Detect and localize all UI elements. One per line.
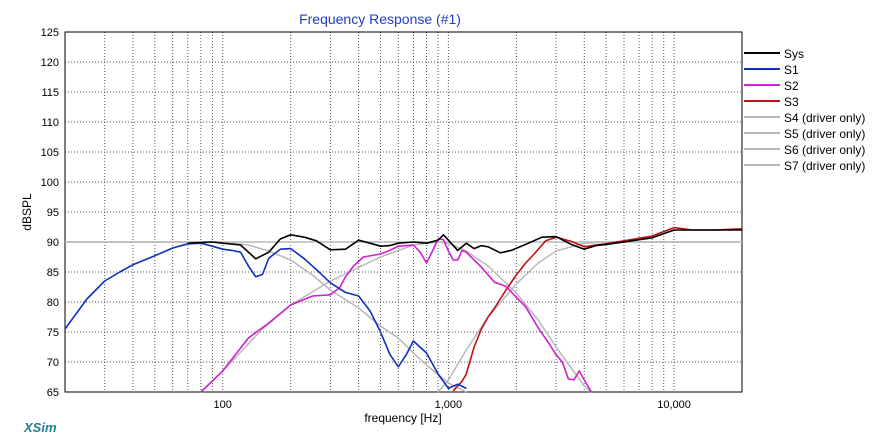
x-axis-ticks: 100 1,000 10,000	[214, 399, 691, 411]
series-line-s5-driver-only	[200, 241, 592, 393]
series-line-s1	[64, 242, 467, 390]
y-tick-label: 95	[47, 207, 59, 219]
y-tick-label: 65	[47, 387, 59, 399]
legend: Sys S1 S2 S3 S4 (driver only) S5 (driver only…	[744, 47, 865, 173]
legend-entry-label: S3	[784, 95, 799, 109]
legend-entry-label: S1	[784, 63, 799, 77]
series-line-s4-driver-only	[65, 241, 467, 393]
y-tick-label: 80	[47, 297, 59, 309]
x-axis-label: frequency [Hz]	[364, 411, 441, 425]
legend-entry-label: S7 (driver only)	[784, 159, 865, 173]
series-line-sys	[187, 229, 742, 260]
chart-title: Frequency Response (#1)	[299, 11, 461, 27]
y-tick-label: 75	[47, 327, 59, 339]
y-tick-label: 125	[41, 27, 59, 39]
y-tick-label: 85	[47, 267, 59, 279]
y-tick-label: 90	[47, 237, 59, 249]
y-tick-label: 70	[47, 357, 59, 369]
y-tick-label: 110	[41, 117, 59, 129]
x-tick-label: 1,000	[435, 399, 463, 411]
y-tick-label: 120	[41, 57, 59, 69]
legend-entry-label: S6 (driver only)	[784, 143, 865, 157]
legend-entry-label: S4 (driver only)	[784, 111, 865, 125]
xsim-brand-label: XSim	[23, 420, 57, 435]
legend-entry-label: S2	[784, 79, 799, 93]
x-tick-label: 100	[214, 399, 232, 411]
legend-entry-label: Sys	[784, 47, 804, 61]
plot-area-frame	[64, 31, 743, 393]
series-line-s6-driver-only	[437, 241, 742, 393]
y-tick-label: 115	[41, 87, 59, 99]
y-tick-label: 100	[41, 177, 59, 189]
y-axis-ticks: 65 70 75 80 85 90 95 100 105 110 115 120 125	[41, 27, 59, 399]
gridlines	[65, 32, 742, 392]
y-tick-label: 105	[41, 147, 59, 159]
series-line-s2	[200, 238, 593, 393]
x-tick-label: 10,000	[657, 399, 691, 411]
y-axis-label: dBSPL	[20, 193, 34, 231]
legend-entry-label: S5 (driver only)	[784, 127, 865, 141]
series-line-s3	[452, 226, 743, 392]
series-lines	[64, 226, 743, 393]
